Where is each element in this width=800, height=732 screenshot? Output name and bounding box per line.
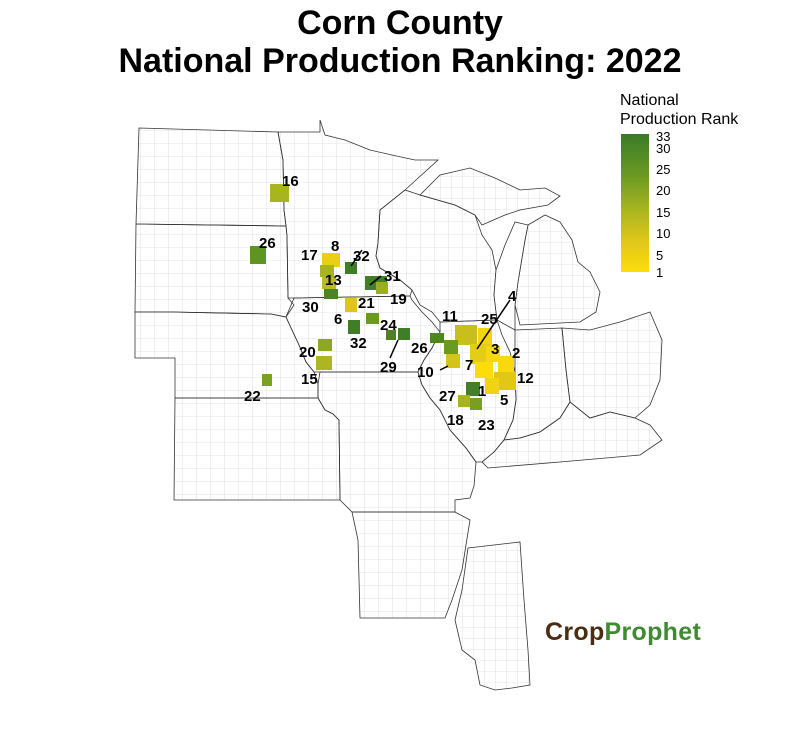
title-line-2: National Production Ranking: 2022 — [118, 42, 682, 80]
label-rank: 11 — [442, 308, 458, 325]
label-rank: 32 — [350, 335, 367, 352]
label-rank: 32 — [353, 248, 370, 265]
legend-title: National Production Rank — [620, 91, 738, 129]
label-rank: 24 — [380, 317, 397, 334]
title-line-1: Corn County — [297, 4, 503, 42]
county-rank-20 — [318, 339, 332, 351]
label-rank: 20 — [299, 344, 316, 361]
label-rank: 21 — [358, 295, 375, 312]
county-rank-3 — [486, 346, 500, 362]
label-rank: 4 — [508, 288, 517, 305]
label-rank: 6 — [334, 311, 342, 328]
county-rank-21 — [345, 298, 357, 312]
county-rank-8 — [322, 253, 340, 267]
state-michigan-upper — [419, 167, 561, 226]
legend-tick: 30 — [656, 141, 671, 156]
label-rank: 26 — [411, 340, 428, 357]
label-rank: 12 — [517, 370, 534, 387]
label-rank: 8 — [331, 238, 339, 255]
county-rank-11 — [430, 333, 444, 343]
cropprophet-logo: CropProphet — [545, 618, 701, 647]
label-rank: 18 — [447, 412, 464, 429]
label-rank: 27 — [439, 388, 456, 405]
label-rank: 15 — [301, 371, 318, 388]
states-layer — [134, 119, 663, 691]
label-rank: 25 — [481, 311, 498, 328]
label-rank: 2 — [512, 345, 520, 362]
county-rank-1 — [475, 362, 493, 378]
label-rank: 22 — [244, 388, 261, 405]
county-rank-5 — [485, 378, 499, 394]
county-rank-13 — [322, 277, 336, 289]
legend-tick: 33 — [656, 129, 671, 144]
state-north-dakota — [135, 127, 287, 227]
state-kansas — [173, 397, 341, 501]
ranked-counties-layer — [250, 184, 516, 410]
label-rank: 17 — [301, 247, 318, 264]
state-ohio — [561, 311, 663, 419]
county-rank-17 — [320, 265, 334, 277]
county-rank-18 — [458, 395, 470, 407]
county-rank-26 — [250, 246, 266, 264]
rank-labels: 16 26 8 17 32 13 31 30 21 19 6 24 32 20 … — [244, 173, 534, 434]
legend-tick: 10 — [656, 226, 671, 241]
county-rank-15 — [316, 356, 332, 370]
county-rank-16 — [270, 184, 289, 202]
county-rank-32b — [398, 328, 410, 340]
label-rank: 13 — [325, 272, 342, 289]
state-mississippi — [454, 541, 531, 691]
county-rank-23 — [470, 398, 482, 410]
county-rank-32 — [345, 262, 357, 274]
logo-part-prophet: Prophet — [604, 618, 702, 646]
label-rank: 16 — [282, 173, 299, 190]
legend-tick: 1 — [656, 265, 664, 280]
county-rank-10 — [446, 354, 460, 368]
lake-michigan — [493, 221, 529, 331]
county-rank-29 — [386, 330, 396, 340]
legend-tick: 15 — [656, 205, 671, 220]
state-kentucky — [481, 401, 663, 469]
label-rank: 30 — [302, 299, 319, 316]
legend-tick: 5 — [656, 248, 664, 263]
label-rank: 19 — [390, 291, 407, 308]
label-rank: 26 — [259, 235, 276, 252]
logo-part-crop: Crop — [545, 618, 605, 646]
label-rank: 7 — [465, 357, 473, 374]
label-rank: 5 — [500, 392, 508, 409]
county-rank-7 — [470, 344, 490, 364]
label-rank: 31 — [384, 268, 401, 285]
label-rank: 1 — [478, 383, 486, 400]
legend-tick: 25 — [656, 162, 671, 177]
county-rank-25 — [455, 325, 477, 345]
legend-title-line-1: National — [620, 92, 679, 109]
label-rank: 29 — [380, 359, 397, 376]
county-rank-27 — [466, 382, 480, 396]
county-rank-12 — [494, 372, 516, 390]
state-michigan-lower — [514, 214, 601, 326]
leader-lines — [350, 249, 511, 371]
legend-tick: 20 — [656, 183, 671, 198]
label-rank: 23 — [478, 417, 495, 434]
county-rank-22 — [262, 374, 272, 386]
chart-title: Corn County National Production Ranking:… — [0, 4, 800, 80]
county-rank-26b — [444, 340, 458, 354]
legend-color-bar — [621, 134, 649, 272]
legend-title-line-2: Production Rank — [620, 111, 739, 128]
county-rank-2 — [498, 356, 514, 372]
county-rank-6 — [348, 320, 360, 334]
county-rank-30 — [324, 289, 338, 299]
label-rank: 3 — [491, 341, 499, 358]
county-rank-24 — [366, 313, 379, 324]
county-rank-19 — [376, 282, 388, 294]
label-rank: 10 — [417, 364, 434, 381]
state-arkansas — [351, 511, 471, 619]
